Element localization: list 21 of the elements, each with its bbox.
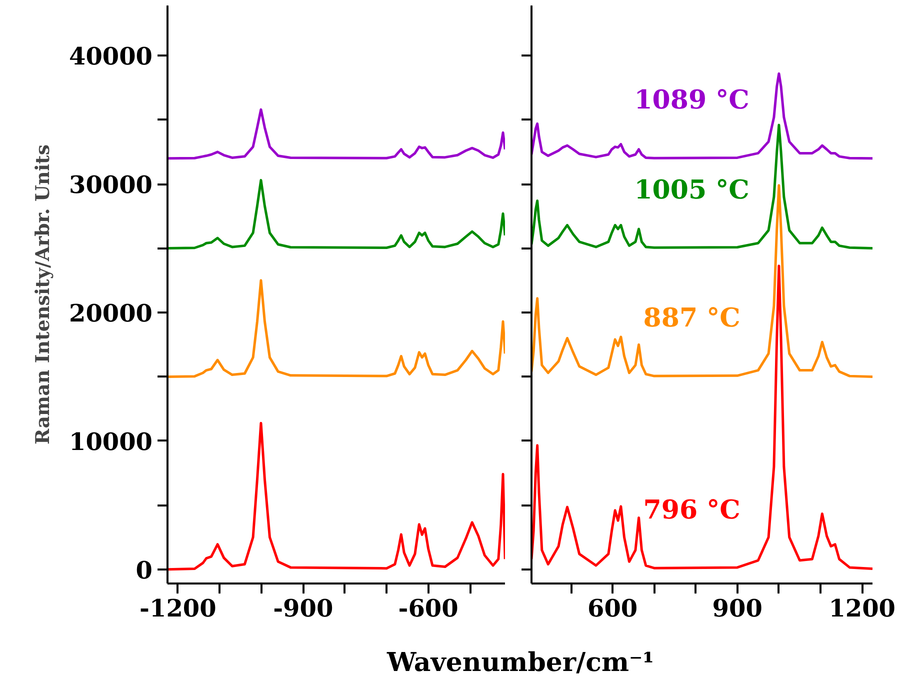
series-label: 1005 °C [634,175,750,206]
x-tick-label: 600 [588,594,638,622]
line-series [168,279,505,378]
y-tick-label: 20000 [69,298,153,328]
x-tick-label: -1200 [140,594,216,622]
series-label: 887 °C [643,304,740,334]
y-tick-label: 40000 [69,42,153,71]
y-axis-title: Raman Intensity/Arbr. Units [32,144,54,445]
y-tick-label: 30000 [69,170,153,200]
x-axis-title: Wavenumber/cm⁻¹ [386,647,654,680]
line-series [168,108,505,160]
y-tick-label: 10000 [69,426,153,456]
line-series [168,422,505,571]
x-tick-label: 900 [712,594,762,622]
x-tick-label: -600 [398,594,458,622]
x-tick-label: 1200 [828,594,896,622]
line-series [168,178,505,250]
series-label: 1089 °C [634,85,750,116]
x-tick-label: -900 [273,594,334,622]
y-tick-label: 0 [136,555,153,584]
series-label: 796 °C [643,496,740,526]
